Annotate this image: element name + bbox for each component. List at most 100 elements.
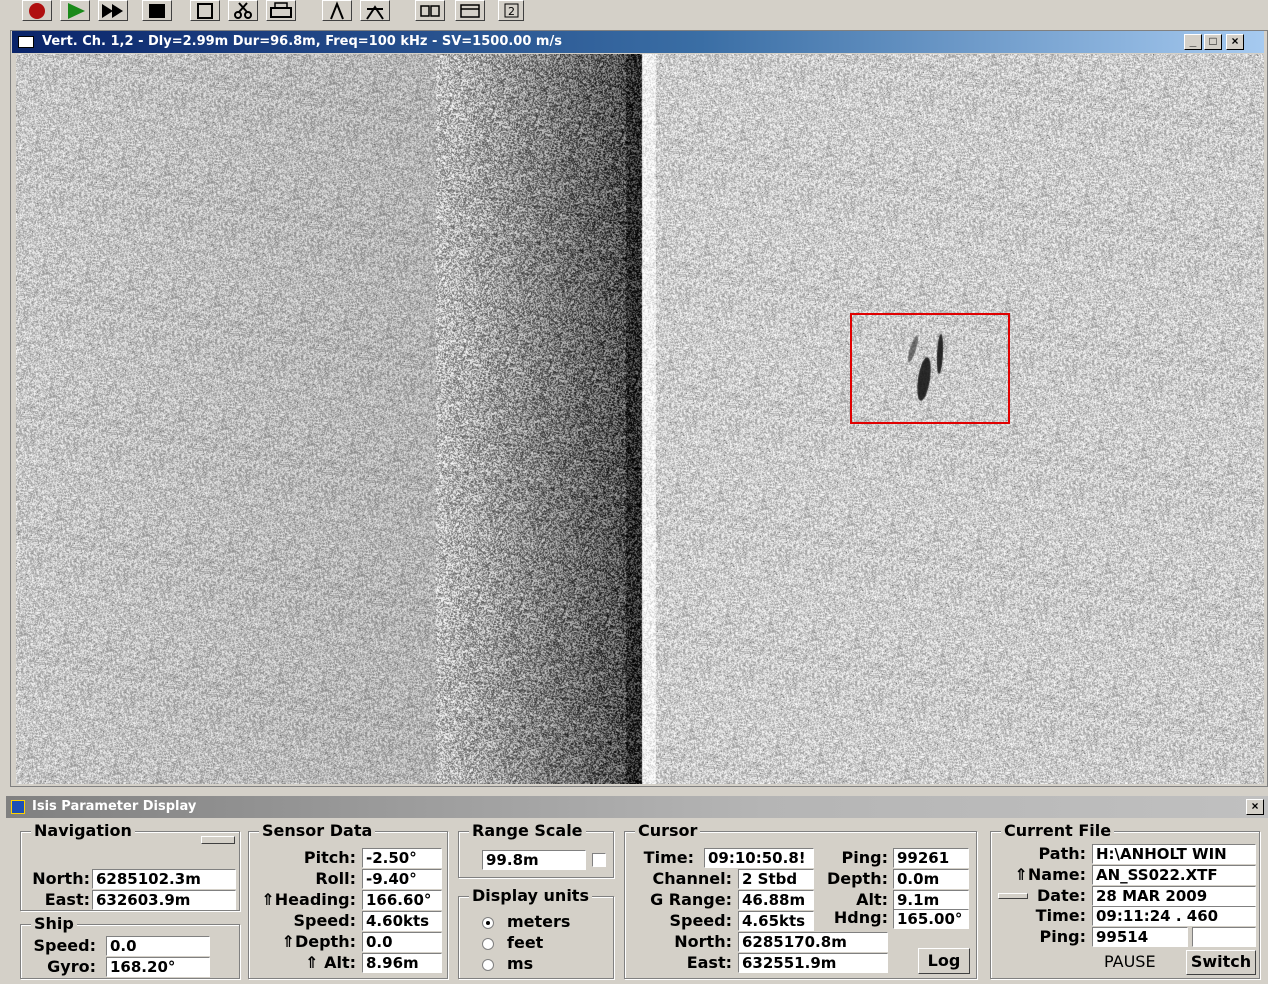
- ship-title: Ship: [31, 914, 77, 933]
- sensor-alt-label: ⇑ Alt:: [305, 953, 356, 972]
- file-ping-field: 99514: [1092, 927, 1188, 947]
- navigation-group: Navigation: [20, 821, 240, 911]
- cursor-time-label: Time:: [643, 848, 694, 867]
- units-ms-radio[interactable]: [482, 959, 494, 971]
- file-name-field: AN_SS022.XTF: [1092, 865, 1256, 885]
- save-button[interactable]: [190, 0, 220, 21]
- display-units-title: Display units: [469, 886, 592, 905]
- cursor-north-field: 6285170.8m: [738, 932, 888, 952]
- nav-north-label: North:: [32, 869, 90, 888]
- sonar-image-view[interactable]: [16, 54, 1264, 784]
- cursor-speed-label: Speed:: [669, 911, 732, 930]
- cut-button[interactable]: [228, 0, 258, 21]
- print-button[interactable]: [266, 0, 296, 21]
- tool-a-button[interactable]: [322, 0, 352, 21]
- units-meters-label[interactable]: meters: [507, 912, 571, 931]
- ship-gyro-label: Gyro:: [47, 957, 96, 976]
- help-icon: 2: [504, 3, 519, 18]
- cursor-depth-label: Depth:: [826, 869, 888, 888]
- fast-forward-button[interactable]: [98, 0, 128, 21]
- cursor-north-label: North:: [674, 932, 732, 951]
- file-status-label: PAUSE: [1104, 952, 1156, 971]
- window-button[interactable]: [455, 0, 485, 21]
- nav-north-field: 6285102.3m: [92, 869, 236, 889]
- parameter-panel-titlebar[interactable]: Isis Parameter Display ×: [6, 796, 1268, 818]
- units-feet-radio[interactable]: [482, 938, 494, 950]
- cursor-hdng-field: 165.00°: [893, 909, 969, 929]
- window-icon: [460, 4, 480, 18]
- maximize-button[interactable]: □: [1204, 34, 1222, 50]
- pitch-field: -2.50°: [362, 848, 442, 868]
- play-button[interactable]: [60, 0, 90, 21]
- range-scale-field[interactable]: 99.8m: [482, 850, 586, 870]
- tile-icon: [420, 5, 440, 17]
- cursor-depth-field: 0.0m: [893, 869, 969, 889]
- record-icon: [29, 3, 45, 19]
- tile-button[interactable]: [415, 0, 445, 21]
- tool-b-button[interactable]: [360, 0, 390, 21]
- cursor-channel-label: Channel:: [652, 869, 732, 888]
- save-icon: [197, 3, 213, 19]
- sensor-depth-label: ⇑Depth:: [281, 932, 356, 951]
- toolbar: 2: [0, 0, 1268, 28]
- navigation-title: Navigation: [31, 821, 135, 840]
- help-button[interactable]: 2: [498, 0, 524, 21]
- panel-close-button[interactable]: ×: [1246, 799, 1264, 815]
- play-icon: [68, 3, 85, 19]
- file-path-field: H:\ANHOLT WIN: [1092, 844, 1256, 864]
- sensor-alt-field: 8.96m: [362, 953, 442, 973]
- parameter-panel-title: Isis Parameter Display: [32, 799, 197, 814]
- file-name-label: ⇑Name:: [1014, 865, 1086, 884]
- tool-a-icon: [330, 1, 344, 20]
- ship-gyro-field: 168.20°: [106, 957, 210, 977]
- minimize-button[interactable]: _: [1184, 34, 1202, 50]
- cursor-ping-label: Ping:: [841, 848, 888, 867]
- print-icon: [270, 2, 292, 18]
- cursor-alt-label: Alt:: [856, 890, 888, 909]
- target-highlight-box: [850, 313, 1010, 424]
- range-scale-title: Range Scale: [469, 821, 586, 840]
- units-feet-label[interactable]: feet: [507, 933, 544, 952]
- file-time-label: Time:: [1035, 906, 1086, 925]
- sonar-window-title: Vert. Ch. 1,2 - Dly=2.99m Dur=96.8m, Fre…: [42, 34, 562, 49]
- cursor-title: Cursor: [635, 821, 701, 840]
- sensor-speed-label: Speed:: [293, 911, 356, 930]
- cursor-speed-field: 4.65kts: [738, 911, 814, 931]
- current-file-group: Current File: [990, 821, 1260, 979]
- record-button[interactable]: [22, 0, 52, 21]
- cursor-group: Cursor: [624, 821, 977, 979]
- cursor-east-field: 632551.9m: [738, 953, 888, 973]
- current-file-title: Current File: [1001, 821, 1115, 840]
- heading-field: 166.60°: [362, 890, 442, 910]
- sensor-data-title: Sensor Data: [259, 821, 376, 840]
- stop-icon: [149, 4, 165, 18]
- ship-speed-field: 0.0: [106, 936, 210, 956]
- window-icon: [18, 36, 34, 48]
- switch-button[interactable]: Switch: [1186, 950, 1256, 975]
- cursor-ping-field: 99261: [893, 848, 969, 868]
- close-button[interactable]: ×: [1226, 34, 1244, 50]
- cursor-east-label: East:: [686, 953, 732, 972]
- range-scale-checkbox[interactable]: [592, 853, 606, 867]
- tool-b-icon: [366, 5, 384, 20]
- file-time-field: 09:11:24 . 460: [1092, 906, 1256, 926]
- pitch-label: Pitch:: [303, 848, 356, 867]
- cursor-alt-field: 9.1m: [893, 890, 969, 910]
- units-ms-label[interactable]: ms: [507, 954, 534, 973]
- cursor-grange-label: G Range:: [650, 890, 732, 909]
- stop-button[interactable]: [142, 0, 172, 21]
- navigation-toggle-button[interactable]: [201, 836, 235, 844]
- file-ping-label: Ping:: [1039, 927, 1086, 946]
- display-units-group: Display units: [458, 886, 614, 979]
- log-button[interactable]: Log: [918, 948, 970, 974]
- units-meters-radio[interactable]: [482, 917, 494, 929]
- sonar-window-titlebar[interactable]: Vert. Ch. 1,2 - Dly=2.99m Dur=96.8m, Fre…: [12, 31, 1264, 53]
- file-date-toggle[interactable]: [998, 893, 1028, 899]
- ship-speed-label: Speed:: [33, 936, 96, 955]
- cursor-time-field: 09:10:50.8!: [704, 848, 814, 868]
- sonar-waterfall-image: [16, 54, 1264, 784]
- range-scale-group: Range Scale: [458, 821, 614, 878]
- file-date-label: Date:: [1037, 886, 1086, 905]
- nav-east-label: East:: [44, 890, 90, 909]
- ship-group: Ship: [20, 914, 240, 979]
